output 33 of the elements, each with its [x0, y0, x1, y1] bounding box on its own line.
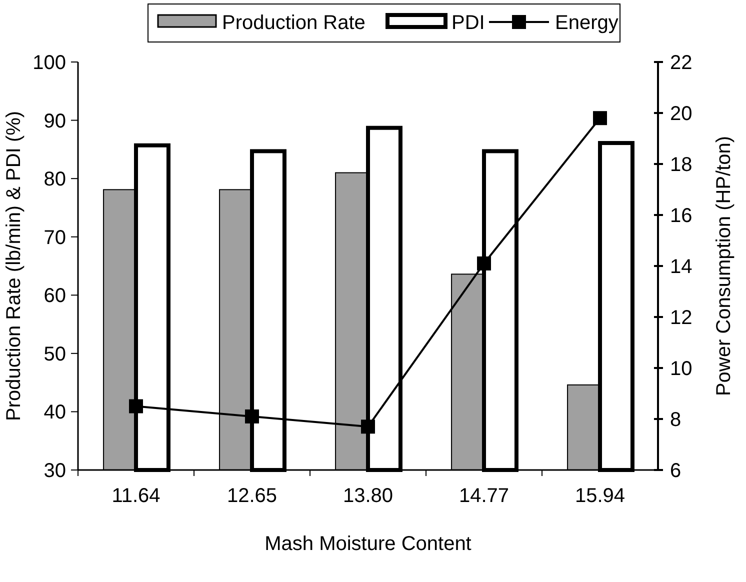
x-tick-label: 14.77	[458, 485, 510, 507]
y2-tick-label: 6	[670, 460, 682, 482]
y-tick-label: 60	[44, 285, 66, 308]
point	[477, 256, 491, 270]
y-axis-title: Production Rate (lb/min) & PDI (%)	[3, 110, 25, 422]
legend-label: Energy	[555, 12, 618, 34]
y-tick-label: 80	[44, 168, 66, 191]
y2-tick-label: 20	[670, 103, 692, 125]
y-tick-label: 30	[44, 460, 66, 482]
point	[245, 409, 259, 424]
y2-tick-label: 8	[670, 409, 682, 431]
y2-tick-label: 12	[670, 307, 692, 329]
y-tick-label: 90	[44, 110, 66, 132]
x-tick-label: 15.94	[574, 485, 626, 507]
y-tick-label: 50	[44, 343, 66, 366]
point	[129, 399, 143, 414]
y-tick-label: 100	[32, 52, 66, 74]
x-axis-title: Mash Moisture Content	[264, 533, 472, 555]
x-tick-label: 12.65	[226, 485, 278, 507]
x-tick-label: 11.64	[112, 485, 160, 507]
y2-tick-label: 10	[670, 358, 692, 380]
point	[361, 420, 375, 434]
point	[593, 111, 607, 126]
x-tick-label: 13.80	[342, 485, 394, 507]
y2-tick-label: 18	[670, 154, 692, 176]
y2-axis-title: Power Consumption (HP/ton)	[713, 136, 735, 396]
legend-label: PDI	[452, 12, 485, 34]
y2-tick-label: 16	[670, 205, 692, 227]
y2-tick-label: 14	[670, 256, 692, 278]
y-tick-label: 40	[44, 402, 66, 424]
y2-tick-label: 22	[670, 52, 692, 74]
y-tick-label: 70	[44, 226, 66, 249]
legend-label: Production Rate	[222, 12, 366, 34]
